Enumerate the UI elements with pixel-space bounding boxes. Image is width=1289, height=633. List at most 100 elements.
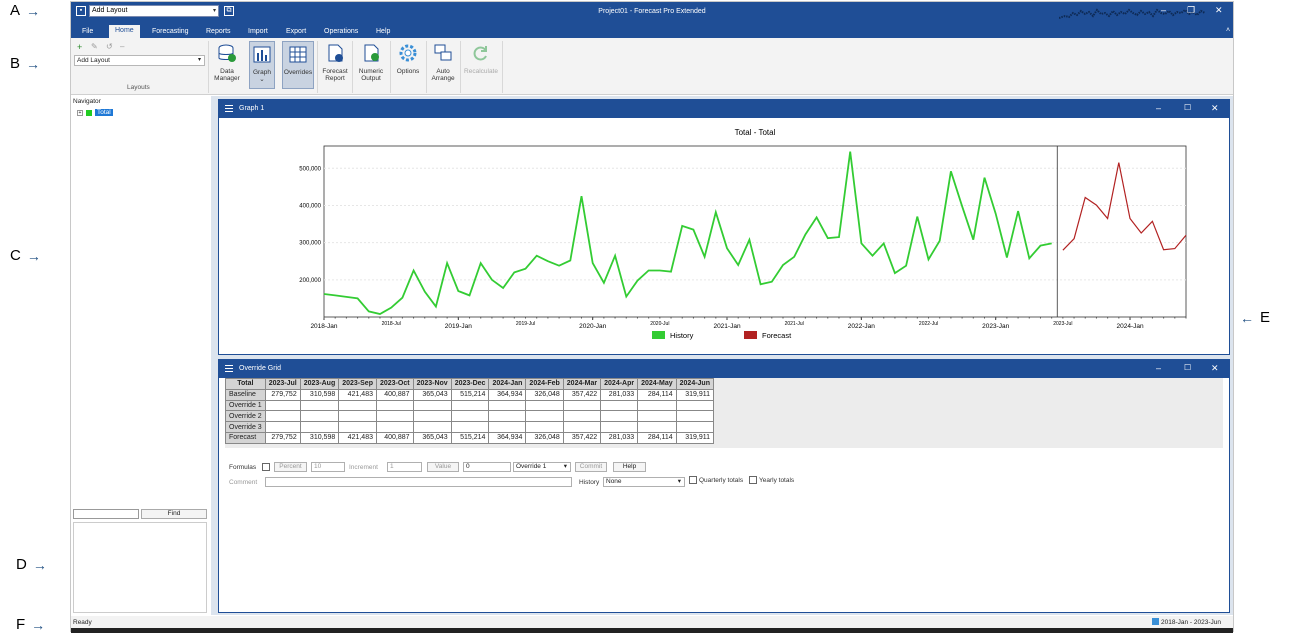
forecast-report-button[interactable]: Forecast Report bbox=[320, 41, 350, 89]
grid-cell[interactable] bbox=[375, 410, 414, 423]
restore-icon[interactable]: ❐ bbox=[1187, 5, 1196, 15]
grid-cell[interactable] bbox=[338, 399, 377, 412]
minimize-icon[interactable]: – bbox=[1161, 5, 1167, 15]
grid-cell[interactable] bbox=[675, 421, 715, 433]
close-icon[interactable]: ✕ bbox=[1211, 363, 1219, 373]
commit-button[interactable]: Commit bbox=[575, 462, 607, 472]
grid-cell[interactable] bbox=[338, 410, 377, 423]
recalculate-button[interactable]: Recalculate bbox=[462, 41, 500, 89]
grid-cell[interactable] bbox=[637, 399, 677, 412]
overrides-button[interactable]: Overrides bbox=[282, 41, 314, 89]
minimize-icon[interactable]: – bbox=[1156, 103, 1162, 113]
grid-cell[interactable]: 284,114 bbox=[637, 388, 677, 401]
grid-cell[interactable]: 400,887 bbox=[375, 388, 414, 401]
comment-field[interactable] bbox=[265, 477, 572, 487]
grid-cell[interactable]: 400,887 bbox=[375, 431, 414, 444]
grid-cell[interactable]: 515,214 bbox=[450, 388, 490, 401]
increment-field[interactable]: 1 bbox=[387, 462, 422, 472]
grid-cell[interactable] bbox=[488, 399, 527, 412]
grid-cell[interactable]: 284,114 bbox=[637, 431, 677, 444]
numeric-output-button[interactable]: Numeric Output bbox=[355, 41, 387, 89]
grid-cell[interactable] bbox=[412, 399, 452, 412]
grid-cell[interactable] bbox=[525, 421, 564, 433]
grid-cell[interactable] bbox=[264, 410, 301, 423]
grid-cell[interactable]: 326,048 bbox=[525, 431, 564, 444]
remove-icon[interactable]: – bbox=[120, 42, 125, 51]
grid-cell[interactable]: 310,598 bbox=[299, 431, 340, 444]
layout-select[interactable]: Add Layout ▾ bbox=[74, 55, 205, 66]
menu-icon[interactable] bbox=[225, 105, 233, 112]
auto-arrange-button[interactable]: Auto Arrange bbox=[428, 41, 458, 89]
grid-cell[interactable] bbox=[412, 410, 452, 423]
grid-cell[interactable]: 310,598 bbox=[299, 388, 340, 401]
collapse-ribbon-icon[interactable]: ˄ bbox=[1226, 27, 1231, 34]
grid-cell[interactable] bbox=[450, 421, 490, 433]
percent-button[interactable]: Percent bbox=[274, 462, 307, 472]
edit-icon[interactable]: ✎ bbox=[91, 42, 98, 51]
grid-cell[interactable] bbox=[264, 399, 301, 412]
grid-cell[interactable]: 421,483 bbox=[338, 388, 377, 401]
grid-cell[interactable] bbox=[562, 410, 602, 423]
quick-access-layout-select[interactable]: Add Layout ▾ bbox=[89, 5, 219, 17]
menu-reports[interactable]: Reports bbox=[206, 28, 231, 35]
data-manager-button[interactable]: Data Manager bbox=[211, 41, 243, 89]
override-select[interactable]: Override 1 ▾ bbox=[513, 462, 571, 472]
grid-cell[interactable]: 364,934 bbox=[488, 431, 527, 444]
grid-cell[interactable] bbox=[299, 410, 340, 423]
help-button[interactable]: Help bbox=[613, 462, 646, 472]
find-button[interactable]: Find bbox=[141, 509, 207, 519]
minimize-icon[interactable]: – bbox=[1156, 363, 1162, 373]
grid-cell[interactable] bbox=[637, 421, 677, 433]
grid-cell[interactable] bbox=[675, 410, 715, 423]
grid-cell[interactable]: 421,483 bbox=[338, 431, 377, 444]
grid-cell[interactable] bbox=[600, 410, 639, 423]
grid-cell[interactable]: 319,911 bbox=[675, 388, 715, 401]
grid-cell[interactable] bbox=[600, 399, 639, 412]
close-icon[interactable]: ✕ bbox=[1211, 103, 1219, 113]
grid-cell[interactable] bbox=[264, 421, 301, 433]
grid-cell[interactable]: 326,048 bbox=[525, 388, 564, 401]
menu-file[interactable]: File bbox=[82, 28, 94, 35]
grid-cell[interactable]: 365,043 bbox=[412, 388, 452, 401]
history-select[interactable]: None ▾ bbox=[603, 477, 685, 487]
value-field[interactable]: 0 bbox=[463, 462, 511, 472]
grid-cell[interactable]: 281,033 bbox=[600, 431, 639, 444]
grid-cell[interactable] bbox=[637, 410, 677, 423]
maximize-icon[interactable]: ☐ bbox=[1184, 103, 1192, 112]
grid-cell[interactable] bbox=[488, 421, 527, 433]
grid-cell[interactable] bbox=[412, 421, 452, 433]
maximize-icon[interactable]: ☐ bbox=[1184, 363, 1192, 372]
add-icon[interactable]: + bbox=[77, 42, 83, 52]
grid-cell[interactable] bbox=[562, 399, 602, 412]
grid-cell[interactable]: 357,422 bbox=[562, 388, 602, 401]
quarterly-totals-checkbox[interactable] bbox=[689, 476, 697, 484]
grid-cell[interactable] bbox=[525, 399, 564, 412]
grid-cell[interactable] bbox=[450, 410, 490, 423]
grid-cell[interactable] bbox=[488, 410, 527, 423]
grid-cell[interactable] bbox=[375, 399, 414, 412]
grid-cell[interactable]: 357,422 bbox=[562, 431, 602, 444]
yearly-totals-checkbox[interactable] bbox=[749, 476, 757, 484]
grid-cell[interactable]: 515,214 bbox=[450, 431, 490, 444]
options-button[interactable]: Options bbox=[393, 41, 423, 89]
menu-import[interactable]: Import bbox=[248, 28, 268, 35]
grid-cell[interactable] bbox=[375, 421, 414, 433]
menu-home[interactable]: Home bbox=[109, 25, 140, 38]
grid-cell[interactable]: 319,911 bbox=[675, 431, 715, 444]
grid-cell[interactable]: 279,752 bbox=[264, 431, 301, 444]
grid-cell[interactable] bbox=[675, 399, 715, 412]
expand-icon[interactable]: + bbox=[77, 109, 83, 116]
menu-export[interactable]: Export bbox=[286, 28, 307, 35]
save-icon[interactable]: ▪ bbox=[76, 6, 86, 16]
value-button[interactable]: Value bbox=[427, 462, 459, 472]
grid-cell[interactable] bbox=[450, 399, 490, 412]
menu-icon[interactable] bbox=[225, 365, 233, 372]
graph-button[interactable]: Graph ⌄ bbox=[249, 41, 275, 89]
grid-cell[interactable] bbox=[562, 421, 602, 433]
grid-cell[interactable]: 281,033 bbox=[600, 388, 639, 401]
menu-help[interactable]: Help bbox=[376, 28, 391, 35]
grid-cell[interactable] bbox=[338, 421, 377, 433]
menu-operations[interactable]: Operations bbox=[324, 28, 359, 35]
undo-icon[interactable]: ↺ bbox=[106, 42, 113, 51]
formulas-checkbox[interactable] bbox=[262, 463, 270, 471]
